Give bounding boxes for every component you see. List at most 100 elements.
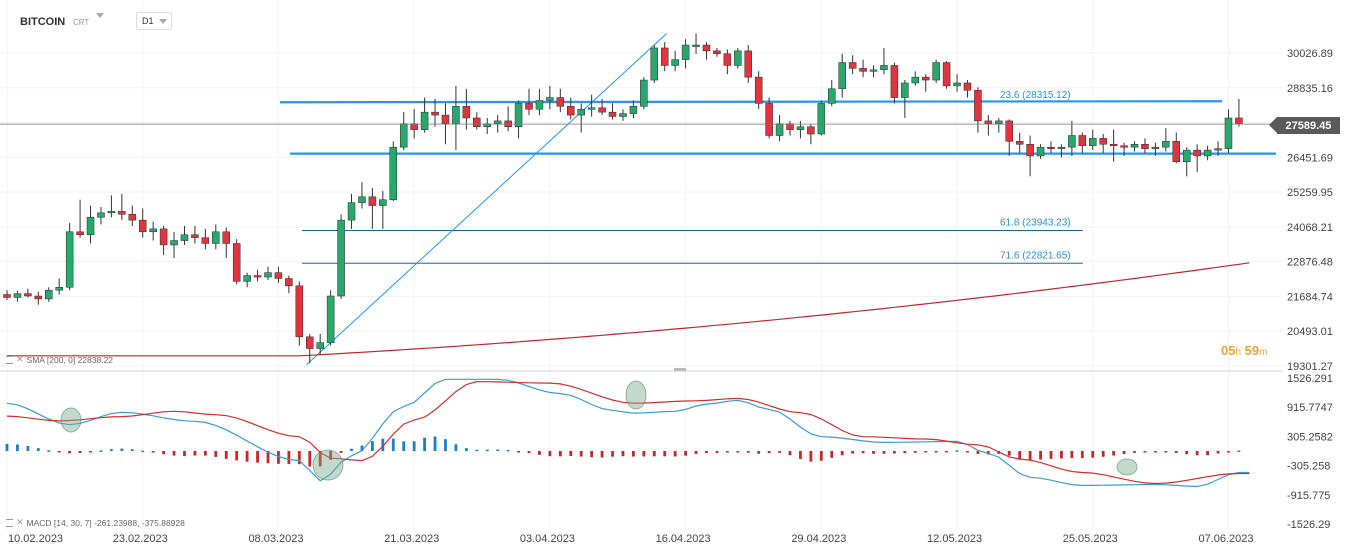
time-tick-label: 03.04.2023 <box>520 533 575 545</box>
bear-candle <box>525 88 533 116</box>
crossover-circle <box>312 449 344 481</box>
crossover-circle <box>60 407 82 433</box>
candle-body <box>901 82 909 98</box>
histogram-bar <box>746 451 750 453</box>
price-axis[interactable]: 30026.8928835.1627643.4226451.6925259.95… <box>1287 48 1333 373</box>
candle-body <box>97 212 105 218</box>
candle-body <box>410 123 418 130</box>
crossover-circle <box>625 380 647 410</box>
histogram-bar <box>590 451 594 458</box>
bear-candle <box>1141 138 1149 154</box>
bull-candle <box>838 53 846 98</box>
candle-body <box>1068 135 1076 148</box>
histogram-bar <box>945 451 948 453</box>
bull-candle <box>316 333 324 355</box>
histogram-bar <box>1206 451 1209 456</box>
pane-separator[interactable] <box>0 368 1283 372</box>
histogram-bar <box>496 449 500 452</box>
histogram-bar <box>579 451 583 457</box>
time-axis[interactable]: 10.02.2023 23.02.2023 08.03.2023 21.03.2023… <box>8 533 1254 545</box>
candle-body <box>702 44 711 52</box>
candle-body <box>337 219 345 297</box>
trend-line-segment <box>306 32 668 365</box>
candlesticks <box>3 33 1243 364</box>
histogram-bar <box>1028 451 1032 461</box>
candle-body <box>1172 141 1181 163</box>
candle-body <box>76 231 84 235</box>
bull-candle <box>149 221 157 241</box>
candle-body <box>754 76 763 104</box>
candle-body <box>1214 148 1222 151</box>
candle-body <box>786 123 794 130</box>
indicator-settings-icon[interactable] <box>6 355 13 364</box>
bear-candle <box>921 74 930 92</box>
histogram-bar <box>788 451 792 456</box>
sma-label: SMA [200, 0] 22838.22 <box>26 354 114 365</box>
bear-candle <box>807 123 815 145</box>
macd-axis[interactable]: 1526.291 915.7747 305.2582 -305.258 -915.775… <box>1287 373 1333 531</box>
histogram-bar <box>673 451 677 457</box>
histogram-bar <box>308 451 312 467</box>
histogram-bar <box>976 451 980 455</box>
time-tick-label: 07.06.2023 <box>1198 533 1253 545</box>
bull-candle <box>45 287 53 302</box>
candle-body <box>660 47 669 66</box>
indicator-settings-icon[interactable] <box>6 518 13 527</box>
candle-body <box>775 123 784 136</box>
bull-candle <box>681 39 690 69</box>
histogram-bar <box>548 451 552 457</box>
macd-tick-label: -915.775 <box>1287 490 1330 502</box>
candle-body <box>295 285 304 338</box>
bull-candle <box>243 272 251 288</box>
bear-candle <box>890 62 899 104</box>
crossover-highlights <box>60 380 1138 481</box>
histogram-bar <box>1122 451 1126 455</box>
bear-candle <box>1193 144 1201 172</box>
histogram-bar <box>454 444 458 452</box>
histogram-bar <box>162 451 165 455</box>
candle-body <box>212 231 220 244</box>
candle-body <box>1109 144 1118 147</box>
histogram-bar <box>68 451 72 454</box>
fibonacci-levels[interactable]: 23.6 (28315.12) 61.8 (23943.23) 71.6 (2282… <box>302 90 1083 264</box>
time-tick-label: 12.05.2023 <box>927 533 982 545</box>
bear-candle <box>723 49 732 75</box>
histogram-bar <box>934 451 938 453</box>
bear-candle <box>754 71 763 110</box>
histogram-bar <box>1112 451 1116 456</box>
macd-indicator-legend[interactable]: ✕ MACD [14, 30, 7] -261.23988, -375.8892… <box>6 517 185 528</box>
histogram-bar <box>893 451 896 454</box>
histogram-bar <box>1227 451 1230 453</box>
candle-body <box>587 107 596 110</box>
histogram-bar <box>444 439 447 452</box>
symbol-name[interactable]: BITCOIN <box>20 16 66 28</box>
histogram-bar <box>861 451 865 454</box>
price-tick-label: 30026.89 <box>1287 48 1333 60</box>
histogram-bar <box>955 450 959 452</box>
candle-body <box>1141 144 1149 149</box>
bear-candle <box>34 291 43 305</box>
candle-body <box>995 120 1003 125</box>
bull-candle <box>577 103 585 133</box>
histogram-bar <box>89 451 92 453</box>
bull-candle <box>1203 145 1212 161</box>
bull-candle <box>828 80 836 107</box>
candle-body <box>1151 146 1160 149</box>
sma-indicator-legend[interactable]: ✕ SMA [200, 0] 22838.22 <box>6 354 113 365</box>
trend-line[interactable] <box>306 32 668 365</box>
horizontal-lines[interactable] <box>279 100 1276 155</box>
timeframe-selector[interactable]: D1 <box>136 12 172 30</box>
histogram-bar <box>110 449 113 452</box>
symbol-dropdown-icon[interactable] <box>96 13 104 18</box>
close-icon[interactable]: ✕ <box>16 354 24 364</box>
candle-body <box>848 62 857 69</box>
bear-candle <box>306 333 314 364</box>
histogram-bar <box>381 438 385 452</box>
bear-candle <box>24 288 32 298</box>
time-tick-label: 23.02.2023 <box>113 533 168 545</box>
timeframe-label: D1 <box>142 16 154 26</box>
close-icon[interactable]: ✕ <box>16 517 24 527</box>
bear-candle <box>744 45 752 83</box>
candle-body <box>399 123 408 148</box>
